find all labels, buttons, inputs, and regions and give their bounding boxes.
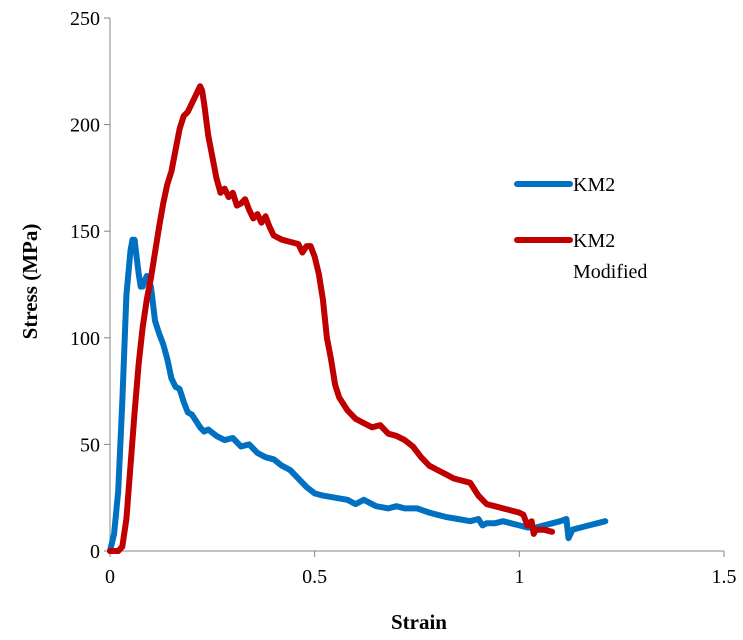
axes-layer: 0 50 100 150 200 250 0 0.5 1 1.5 (70, 8, 737, 588)
series-layer (107, 83, 609, 554)
x-tick-label: 0.5 (302, 566, 327, 588)
x-tick-label: 0 (105, 566, 115, 588)
series-line-0 (107, 236, 609, 554)
y-tick-label: 100 (70, 328, 100, 350)
y-axis-title: Stress (MPa) (18, 224, 42, 340)
y-tick-label: 150 (70, 221, 100, 243)
y-tick-label: 0 (90, 541, 100, 563)
legend-label-1: KM2 (573, 230, 615, 252)
legend: KM2 KM2 Modified (514, 174, 647, 283)
y-tick-label: 50 (80, 434, 100, 456)
legend-label-1: Modified (573, 261, 647, 283)
legend-label-0: KM2 (573, 174, 615, 196)
y-tick-label: 250 (70, 8, 100, 30)
x-axis-title: Strain (391, 610, 447, 634)
x-tick-label: 1 (514, 566, 524, 588)
series-line-1 (107, 83, 556, 554)
x-tick-label: 1.5 (712, 566, 737, 588)
y-tick-label: 200 (70, 115, 100, 137)
